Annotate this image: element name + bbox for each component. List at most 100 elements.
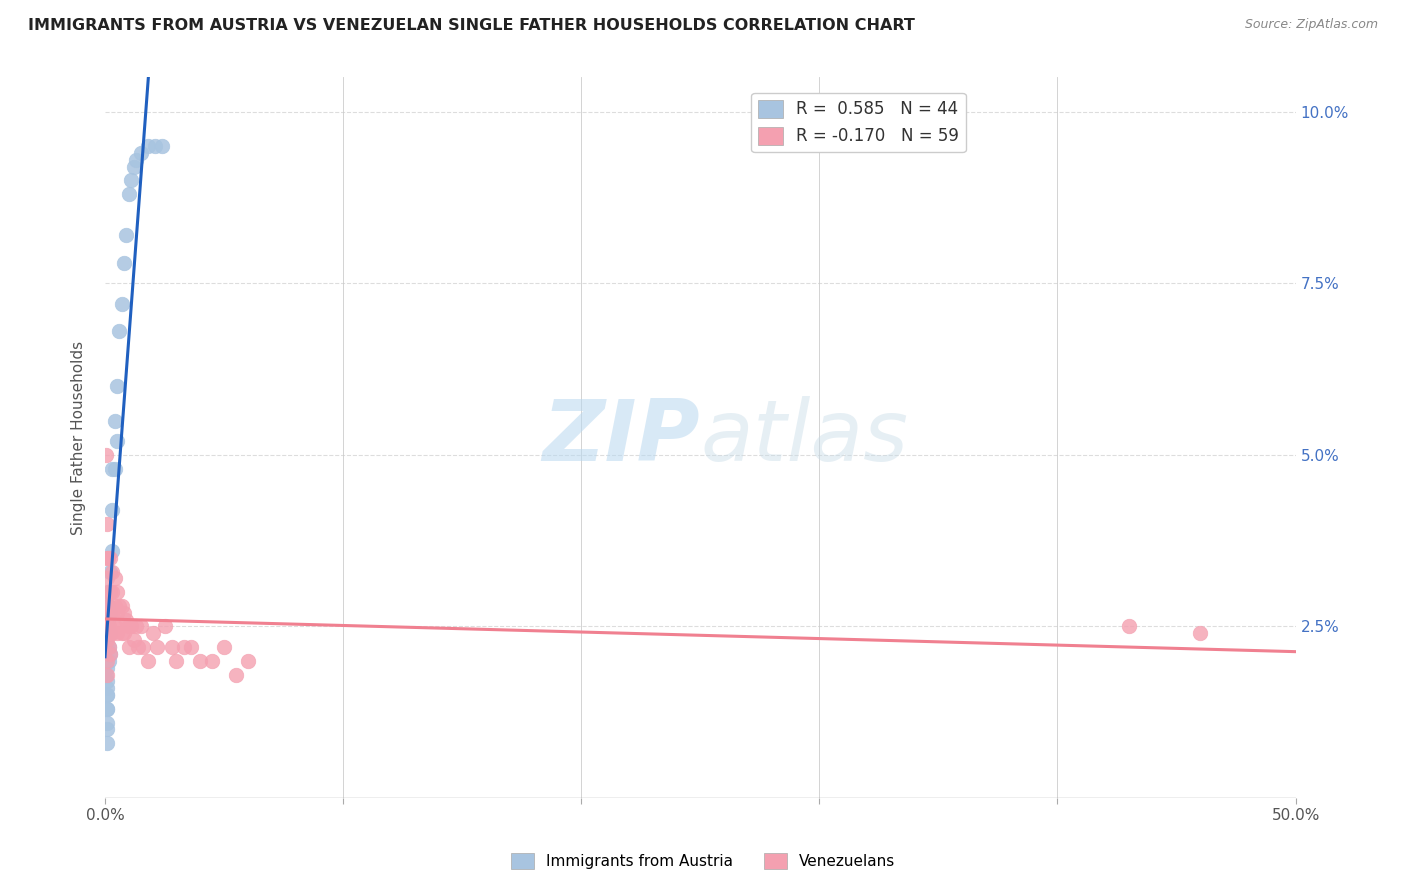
- Point: [146, 640, 169, 654]
- Point: [143, 139, 166, 153]
- Point: [115, 228, 138, 243]
- Point: [96, 640, 118, 654]
- Point: [101, 461, 124, 475]
- Text: IMMIGRANTS FROM AUSTRIA VS VENEZUELAN SINGLE FATHER HOUSEHOLDS CORRELATION CHART: IMMIGRANTS FROM AUSTRIA VS VENEZUELAN SI…: [28, 18, 915, 33]
- Text: Source: ZipAtlas.com: Source: ZipAtlas.com: [1244, 18, 1378, 31]
- Point: [96, 654, 118, 668]
- Point: [97, 640, 120, 654]
- Point: [160, 640, 183, 654]
- Point: [225, 667, 247, 681]
- Point: [98, 585, 121, 599]
- Y-axis label: Single Father Households: Single Father Households: [72, 341, 86, 535]
- Point: [97, 626, 120, 640]
- Point: [127, 640, 149, 654]
- Point: [96, 702, 118, 716]
- Point: [98, 626, 121, 640]
- Point: [153, 619, 176, 633]
- Point: [96, 715, 118, 730]
- Point: [96, 736, 118, 750]
- Point: [96, 448, 118, 462]
- Point: [96, 633, 118, 648]
- Point: [108, 619, 131, 633]
- Point: [96, 599, 118, 613]
- Point: [122, 160, 145, 174]
- Point: [115, 613, 138, 627]
- Point: [97, 550, 120, 565]
- Point: [97, 599, 120, 613]
- Point: [120, 173, 142, 187]
- Point: [96, 674, 118, 689]
- Point: [97, 585, 120, 599]
- Point: [98, 606, 121, 620]
- Point: [101, 503, 124, 517]
- Point: [98, 647, 121, 661]
- Point: [112, 606, 135, 620]
- Point: [111, 297, 134, 311]
- Point: [98, 565, 121, 579]
- Point: [96, 516, 118, 531]
- Point: [101, 626, 124, 640]
- Point: [103, 599, 125, 613]
- Text: atlas: atlas: [700, 396, 908, 479]
- Point: [96, 723, 118, 737]
- Point: [212, 640, 235, 654]
- Point: [118, 187, 141, 202]
- Text: ZIP: ZIP: [543, 396, 700, 479]
- Point: [96, 667, 118, 681]
- Point: [105, 606, 128, 620]
- Point: [188, 654, 211, 668]
- Point: [97, 619, 120, 633]
- Point: [125, 153, 148, 167]
- Point: [1118, 619, 1140, 633]
- Point: [96, 661, 118, 675]
- Point: [180, 640, 202, 654]
- Point: [132, 640, 155, 654]
- Point: [108, 324, 131, 338]
- Point: [111, 626, 134, 640]
- Point: [112, 256, 135, 270]
- Point: [1189, 626, 1212, 640]
- Point: [108, 599, 131, 613]
- Point: [165, 654, 187, 668]
- Point: [136, 139, 159, 153]
- Point: [101, 585, 124, 599]
- Point: [105, 626, 128, 640]
- Point: [105, 379, 128, 393]
- Point: [236, 654, 259, 668]
- Point: [136, 654, 159, 668]
- Point: [118, 640, 141, 654]
- Point: [103, 571, 125, 585]
- Point: [122, 633, 145, 648]
- Point: [98, 585, 121, 599]
- Point: [98, 606, 121, 620]
- Point: [96, 571, 118, 585]
- Point: [129, 619, 152, 633]
- Point: [98, 654, 121, 668]
- Point: [120, 619, 142, 633]
- Point: [96, 619, 118, 633]
- Point: [103, 619, 125, 633]
- Point: [98, 550, 121, 565]
- Point: [105, 434, 128, 449]
- Point: [125, 619, 148, 633]
- Point: [96, 619, 118, 633]
- Point: [101, 606, 124, 620]
- Point: [97, 613, 120, 627]
- Point: [112, 626, 135, 640]
- Legend: R =  0.585   N = 44, R = -0.170   N = 59: R = 0.585 N = 44, R = -0.170 N = 59: [751, 93, 966, 152]
- Point: [142, 626, 165, 640]
- Point: [111, 599, 134, 613]
- Point: [96, 681, 118, 696]
- Point: [105, 585, 128, 599]
- Point: [96, 550, 118, 565]
- Point: [118, 619, 141, 633]
- Point: [96, 688, 118, 702]
- Point: [101, 544, 124, 558]
- Point: [97, 599, 120, 613]
- Point: [96, 654, 118, 668]
- Point: [103, 461, 125, 475]
- Point: [96, 688, 118, 702]
- Point: [98, 626, 121, 640]
- Point: [98, 640, 121, 654]
- Point: [101, 565, 124, 579]
